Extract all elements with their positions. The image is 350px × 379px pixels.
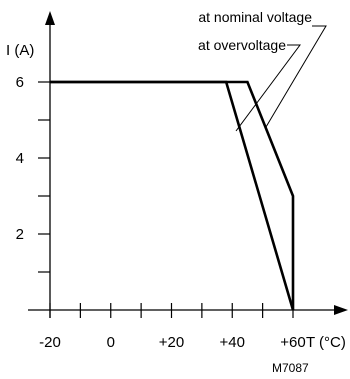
- x-tick-label-+40: +40: [220, 334, 245, 351]
- y-ticks: 2 4 6: [16, 74, 50, 273]
- series-group: [50, 80, 295, 311]
- x-tick-label-0: 0: [107, 334, 115, 351]
- leader-nominal-voltage: [265, 25, 327, 128]
- annotation-leaders: [235, 25, 327, 132]
- y-tick-label-4: 4: [16, 150, 24, 167]
- x-axis-label: T (°C): [306, 334, 346, 351]
- y-tick-label-2: 2: [16, 226, 24, 243]
- y-axis-arrow: [45, 11, 55, 25]
- leader-overvoltage: [235, 44, 301, 132]
- figure-id: M7087: [272, 361, 309, 375]
- axes: [28, 11, 348, 318]
- y-axis-label: I (A): [6, 42, 34, 59]
- x-tick-label--20: -20: [39, 334, 61, 351]
- annotation-nominal-voltage: at nominal voltage: [198, 9, 312, 25]
- annotation-overvoltage: at overvoltage: [198, 37, 286, 53]
- x-ticks: -20 0 +20 +40 +60: [39, 303, 306, 351]
- series-line-overvoltage: [50, 80, 295, 311]
- x-tick-label-+60: +60: [280, 334, 305, 351]
- x-tick-label-+20: +20: [159, 334, 184, 351]
- x-axis-arrow: [334, 305, 348, 315]
- y-tick-label-6: 6: [16, 74, 24, 91]
- series-line-nominal-voltage: [50, 80, 295, 310]
